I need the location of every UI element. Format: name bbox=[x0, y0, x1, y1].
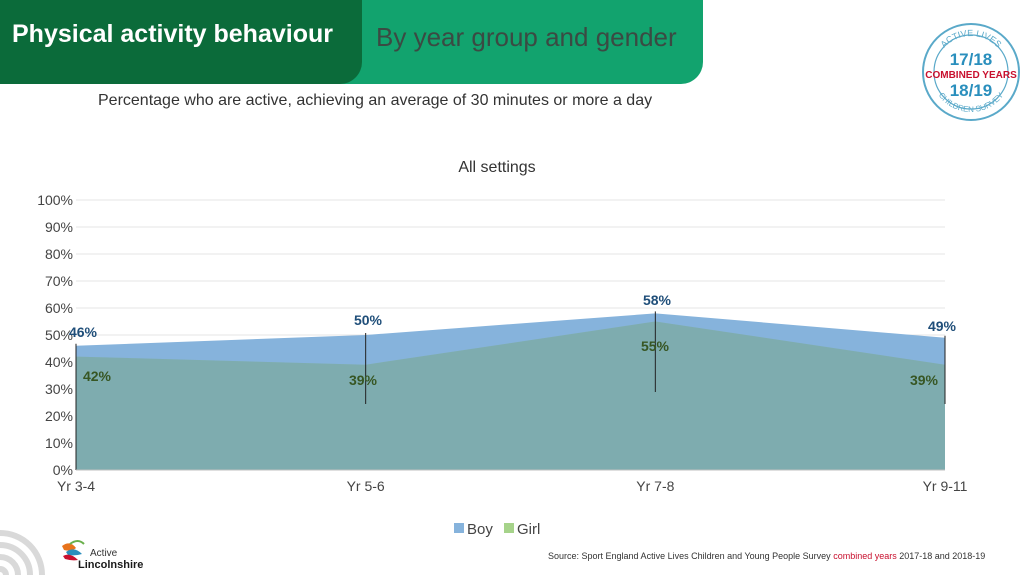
chart-areas bbox=[76, 313, 945, 470]
y-tick-label: 40% bbox=[45, 354, 73, 370]
y-tick-label: 80% bbox=[45, 246, 73, 262]
data-label-girl: 39% bbox=[349, 372, 378, 388]
data-label-boy: 49% bbox=[928, 318, 957, 334]
page-title: Physical activity behaviour bbox=[12, 20, 333, 48]
legend-label-girl: Girl bbox=[517, 521, 540, 538]
data-label-girl: 55% bbox=[641, 338, 670, 354]
active-lincolnshire-logo: Active Lincolnshire bbox=[62, 540, 143, 571]
y-tick-label: 100% bbox=[37, 192, 73, 208]
data-label-girl: 39% bbox=[910, 372, 939, 388]
source-suffix: 2017-18 and 2018-19 bbox=[896, 551, 986, 561]
badge-year2: 18/19 bbox=[950, 81, 993, 100]
data-label-boy: 50% bbox=[354, 312, 383, 328]
page-subtitle: By year group and gender bbox=[376, 22, 677, 52]
header-title-panel: Physical activity behaviour bbox=[0, 0, 362, 84]
x-tick-label: Yr 7-8 bbox=[636, 478, 674, 494]
area-girl bbox=[76, 321, 945, 470]
header-subtitle-panel bbox=[330, 0, 703, 84]
y-tick-label: 30% bbox=[45, 381, 73, 397]
data-label-boy: 46% bbox=[69, 324, 98, 340]
badge-inner-ring bbox=[933, 34, 1009, 110]
y-tick-label: 90% bbox=[45, 219, 73, 235]
y-tick-label: 70% bbox=[45, 273, 73, 289]
source-note: Source: Sport England Active Lives Child… bbox=[548, 551, 985, 561]
legend-swatch-boy bbox=[454, 523, 464, 533]
legend-swatch-girl bbox=[504, 523, 514, 533]
chart-legend: Boy Girl bbox=[454, 521, 540, 538]
badge-ring bbox=[922, 23, 1020, 121]
brand-line2: Lincolnshire bbox=[78, 559, 143, 571]
area-overlap bbox=[76, 321, 945, 470]
y-tick-label: 10% bbox=[45, 435, 73, 451]
data-label-girl: 42% bbox=[83, 368, 112, 384]
x-axis: Yr 3-4 Yr 5-6 Yr 7-8 Yr 9-11 bbox=[57, 469, 968, 494]
y-tick-label: 60% bbox=[45, 300, 73, 316]
data-labels: 46% 50% 58% 49% 42% 39% 55% 39% bbox=[69, 292, 957, 388]
chart-description: Percentage who are active, achieving an … bbox=[98, 92, 653, 109]
legend-label-boy: Boy bbox=[467, 521, 493, 538]
active-lives-badge: ACTIVE LIVES CHILDREN SURVEY 17/18 COMBI… bbox=[922, 23, 1020, 121]
x-tick-label: Yr 9-11 bbox=[923, 478, 968, 494]
x-tick-label: Yr 5-6 bbox=[347, 478, 385, 494]
drop-lines bbox=[75, 311, 946, 470]
y-tick-label: 50% bbox=[45, 327, 73, 343]
source-highlight: combined years bbox=[833, 551, 897, 561]
brand-line1: Active bbox=[90, 548, 118, 559]
badge-combined: COMBINED YEARS bbox=[925, 70, 1017, 81]
x-tick-label: Yr 3-4 bbox=[57, 478, 95, 494]
decorative-arcs bbox=[0, 530, 45, 575]
y-tick-label: 20% bbox=[45, 408, 73, 424]
source-prefix: Source: Sport England Active Lives Child… bbox=[548, 551, 834, 561]
y-tick-label: 0% bbox=[53, 462, 73, 478]
chart-title: All settings bbox=[458, 159, 535, 176]
y-axis: 0% 10% 20% 30% 40% 50% 60% 70% 80% 90% 100% bbox=[37, 192, 73, 478]
data-label-boy: 58% bbox=[643, 292, 672, 308]
badge-year1: 17/18 bbox=[950, 50, 993, 69]
